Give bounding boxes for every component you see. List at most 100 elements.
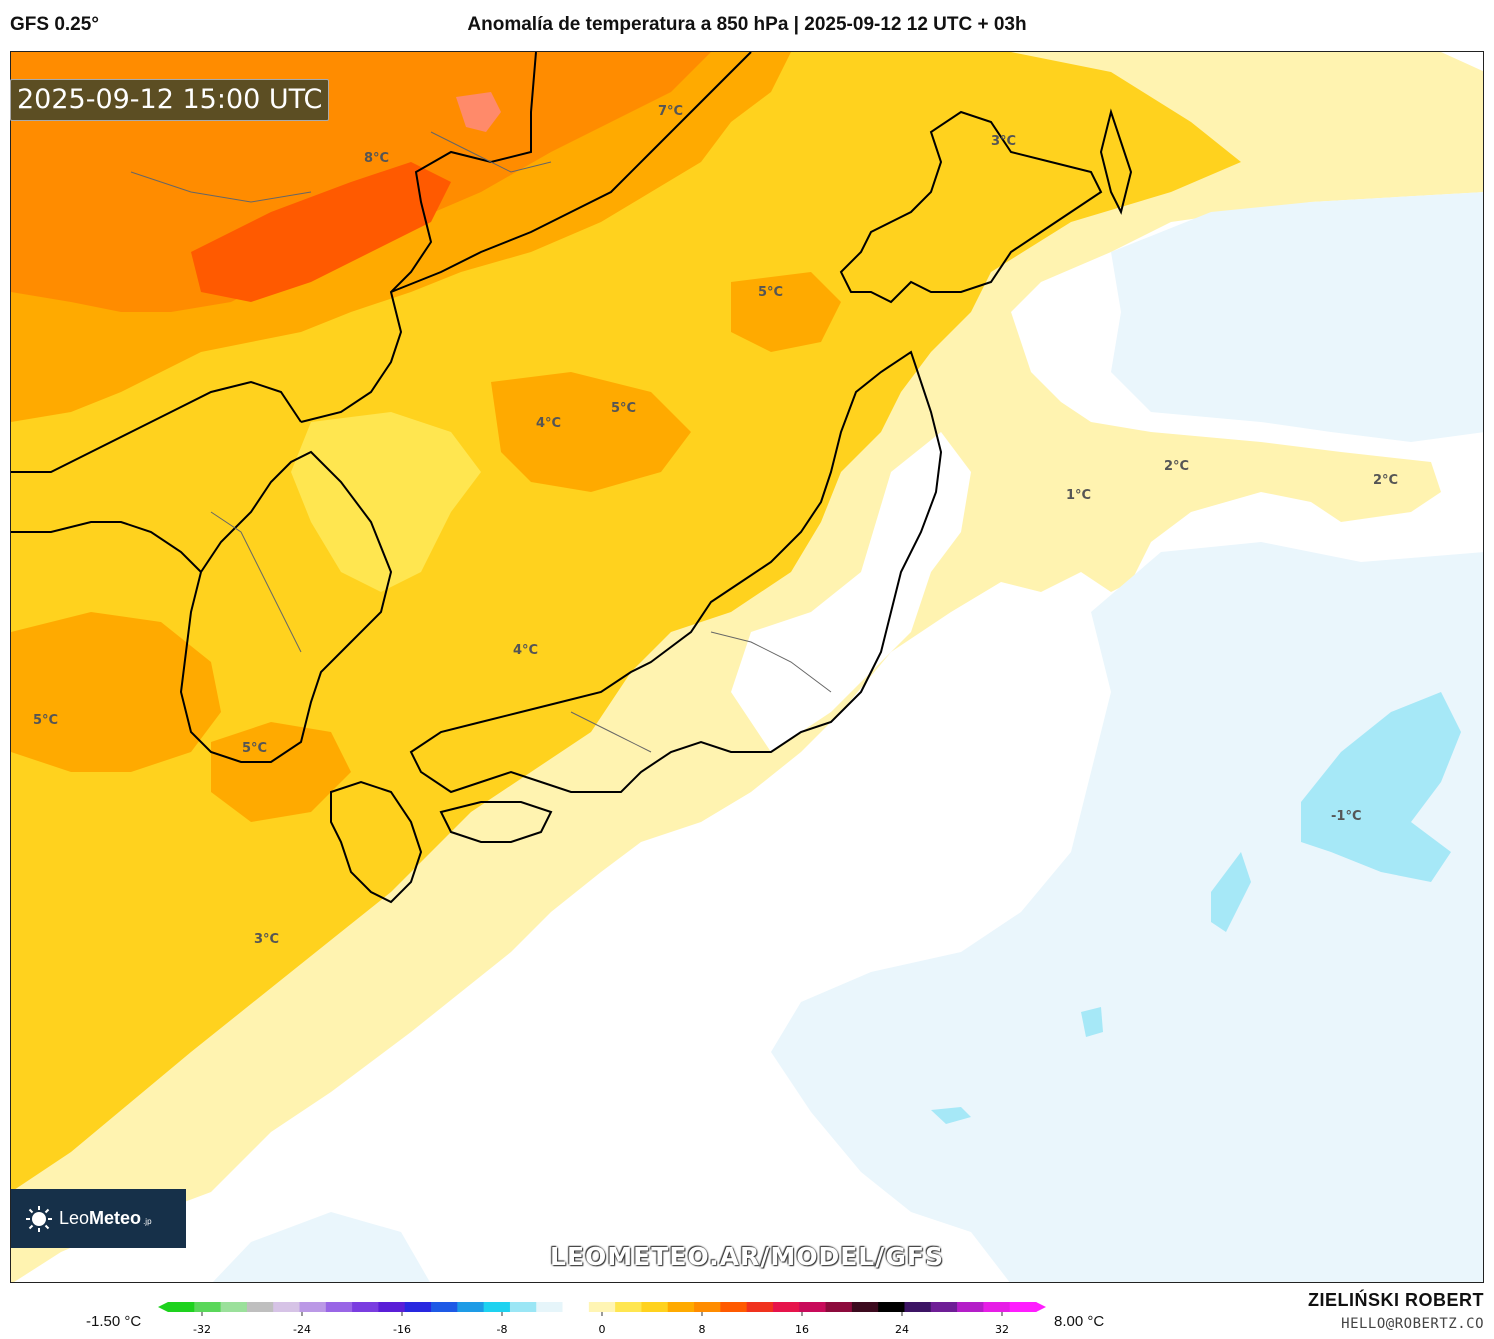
contour-label: 8°C [364,151,389,166]
colorbar-swatch [667,1302,695,1312]
colorbar-swatch [930,1302,958,1312]
anomaly-5c-korea [211,722,351,822]
shikoku [439,801,553,843]
contour-label: 4°C [536,416,561,431]
china-coast-south [11,521,202,573]
anomaly-neg-south [212,1212,430,1282]
colorbar-swatch [168,1302,195,1312]
contour-labels: 8°C 7°C 3°C 5°C 4°C 5°C 1°C 2°C 2°C 4°C … [33,104,1398,947]
valid-time-badge: 2025-09-12 15:00 UTC [10,79,330,121]
colorbar-tick-label: 8 [699,1323,706,1336]
colorbar-max-label: 8.00 °C [1054,1313,1105,1330]
colorbar-tick-label: 0 [599,1323,606,1336]
anomaly-neg-1c-region [1301,692,1461,882]
contour-label: 5°C [758,285,783,300]
colorbar-swatch [904,1302,932,1312]
colorbar-swatch [457,1302,485,1312]
anomaly-neg-east [1111,192,1483,442]
colorbar-min-label: -1.50 °C [86,1313,142,1330]
anomaly-5c-east [731,272,841,352]
anomaly-0-japan [731,432,971,752]
anomaly-neg-1c-dot [931,1107,971,1124]
author-name: ZIELIŃSKI ROBERT [1307,1290,1484,1310]
colorbar-swatch [325,1302,353,1312]
colorbar-swatch [983,1302,1011,1312]
colorbar-swatch [299,1302,327,1312]
colorbar-swatch [483,1302,511,1312]
russia-coast [390,52,752,293]
anomaly-neg-southeast [771,542,1483,1282]
colorbar: -32 -24 -16 -8 0 8 16 24 32 [158,1302,1046,1336]
contour-label: 1°C [1066,488,1091,503]
sakhalin [1099,108,1133,215]
colorbar-swatch [746,1302,774,1312]
contour-label: 2°C [1373,473,1398,488]
sun-icon [26,1205,52,1232]
colorbar-swatch [404,1302,432,1312]
china-coast [11,380,302,473]
brand-name: LeoMeteo [59,1208,142,1228]
colorbar-swatch [799,1302,827,1312]
anomaly-2c-patch [291,412,481,592]
temperature-anomaly-map: 8°C 7°C 3°C 5°C 4°C 5°C 1°C 2°C 2°C 4°C … [11,52,1483,1282]
colorbar-swatch [1009,1302,1037,1312]
watermark-url: LEOMETEO.AR/MODEL/GFS [550,1242,944,1271]
brand-suffix: .jp [143,1217,152,1226]
colorbar-swatch [720,1302,748,1312]
colorbar-tick-label: -16 [393,1323,411,1336]
anomaly-neg-1c-dot2 [1081,1007,1103,1037]
anomaly-9c-region [191,162,451,302]
colorbar-tick-label: -24 [293,1323,311,1336]
anomaly-5c-sw [11,612,221,772]
contour-label: 4°C [513,643,538,658]
colorbar-swatch [536,1302,564,1312]
colorbar-swatch [615,1302,642,1312]
colorbar-swatch [352,1302,379,1312]
colorbar-swatch [851,1302,879,1312]
colorbar-swatch [588,1302,616,1312]
hokkaido [839,110,1103,304]
colorbar-tick-label: -32 [193,1323,211,1336]
honshu [409,350,943,794]
colorbar-swatch [246,1302,274,1312]
contour-label: 3°C [991,134,1016,149]
anomaly-2-4c-region [11,52,1241,1192]
anomaly-10c-spot [456,92,501,132]
anomaly-5c-center [491,372,691,492]
colorbar-arrow-left [158,1302,168,1312]
colorbar-tick-label: 32 [995,1323,1009,1336]
colorbar-swatch [825,1302,853,1312]
anomaly-neg-1c-small [1211,852,1251,932]
contour-label: 5°C [242,741,267,756]
colorbar-arrow-right [1036,1302,1046,1312]
contour-label: -1°C [1331,809,1361,824]
colorbar-swatch [878,1302,905,1312]
leometeo-logo[interactable]: LeoMeteo .jp [11,1189,186,1248]
author-email[interactable]: HELLO@ROBERTZ.CO [1341,1316,1484,1332]
colorbar-swatch [378,1302,406,1312]
colorbar-swatch [431,1302,458,1312]
model-label: GFS 0.25° [10,14,99,35]
colorbar-swatch [957,1302,984,1312]
contour-label: 2°C [1164,459,1189,474]
korea-coastline [300,52,537,423]
colorbar-swatch [694,1302,721,1312]
colorbar-swatch [273,1302,301,1312]
colorbar-swatch [220,1302,248,1312]
chart-title: Anomalía de temperatura a 850 hPa | 2025… [467,14,1027,35]
korea-peninsula [179,450,393,763]
contour-label: 5°C [611,401,636,416]
map-panel[interactable]: 8°C 7°C 3°C 5°C 4°C 5°C 1°C 2°C 2°C 4°C … [10,51,1484,1283]
kyushu [330,780,423,904]
contour-label: 5°C [33,713,58,728]
colorbar-swatch [562,1302,590,1312]
colorbar-tick-label: -8 [497,1323,508,1336]
contour-label: 7°C [658,104,683,119]
colorbar-swatch [772,1302,800,1312]
colorbar-tick-label: 24 [895,1323,909,1336]
admin-borders [130,131,832,753]
colorbar-swatch [194,1302,222,1312]
coastlines [11,52,1133,904]
contour-label: 3°C [254,932,279,947]
colorbar-tick-label: 16 [795,1323,809,1336]
